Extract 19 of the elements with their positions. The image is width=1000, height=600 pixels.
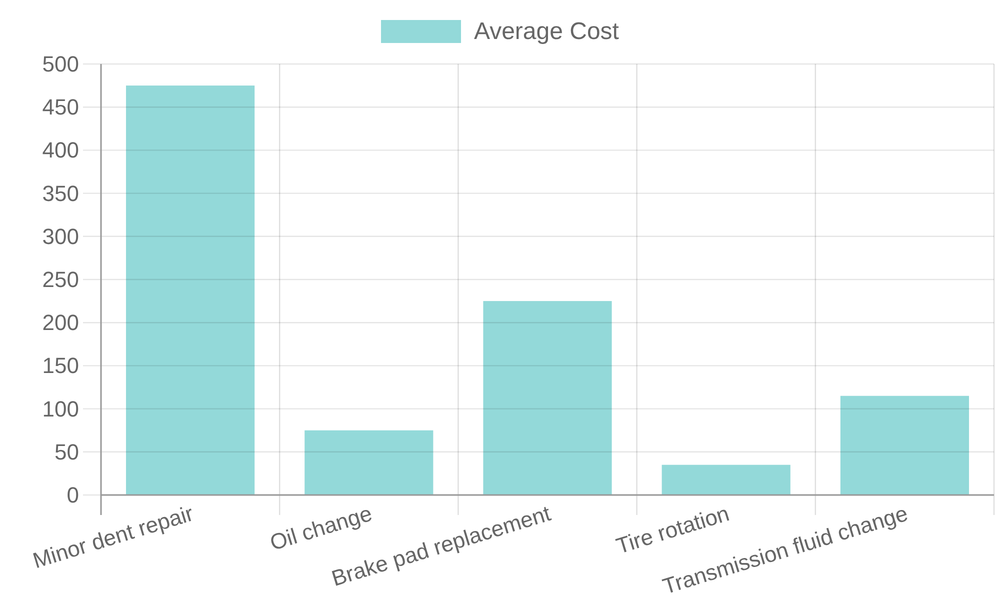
x-tick-label: Oil change xyxy=(266,500,375,556)
bar xyxy=(662,464,790,495)
y-tick-label: 100 xyxy=(42,396,79,422)
bar xyxy=(483,301,612,495)
y-tick-label: 200 xyxy=(42,310,79,336)
y-tick-label: 50 xyxy=(54,439,79,464)
y-tick-label: 500 xyxy=(42,52,79,76)
bar xyxy=(304,430,434,495)
y-tick-label: 0 xyxy=(66,482,79,508)
y-tick-label: 150 xyxy=(42,353,79,378)
legend-label: Average Cost xyxy=(474,18,620,45)
y-tick-label: 450 xyxy=(42,94,79,120)
y-tick-label: 400 xyxy=(42,138,79,163)
bar xyxy=(840,396,969,495)
y-tick-label: 250 xyxy=(42,267,79,292)
bar xyxy=(126,86,255,495)
x-tick-label: Tire rotation xyxy=(613,500,732,559)
y-tick-label: 300 xyxy=(42,224,79,249)
y-tick-label: 350 xyxy=(42,180,79,206)
